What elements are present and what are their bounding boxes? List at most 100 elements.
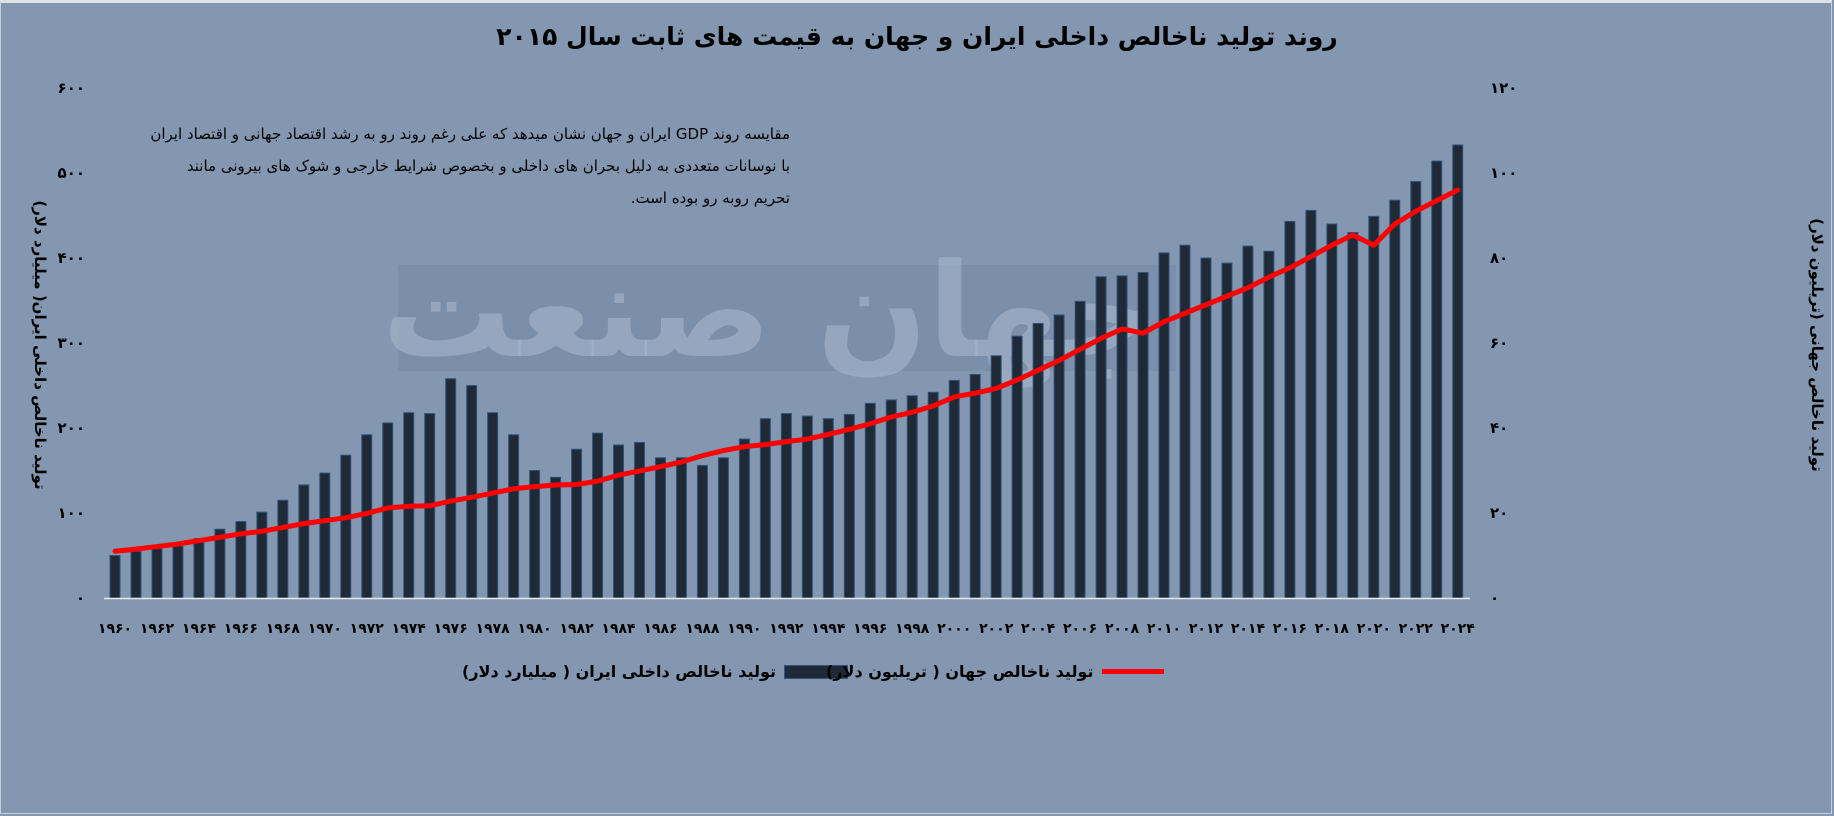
legend-label-iran: تولید ناخالص داخلی ایران ( میلیارد دلار) [462,662,777,681]
x-tick-label: ۱۹۸۰ [518,621,552,637]
bar-2021 [1389,199,1401,599]
x-tick-label: ۱۹۸۸ [685,621,720,637]
legend: تولید ناخالص داخلی ایران ( میلیارد دلار)… [0,662,1834,692]
bar-1997 [885,399,897,599]
x-tick-label: ۲۰۱۶ [1273,621,1307,637]
chart-annotation: مقایسه روند GDP ایران و جهان نشان میدهد … [150,125,790,207]
bar-1969 [298,484,310,599]
bar-1981 [550,476,562,599]
y-right-tick-label: ۱۰۰ [1490,164,1517,182]
x-tick-label: ۱۹۹۲ [769,621,804,637]
x-tick-label: ۱۹۷۲ [350,621,385,637]
x-tick-label: ۲۰۰۶ [1063,621,1097,637]
y-right-tick-label: ۸۰ [1490,249,1508,267]
bar-1962 [151,548,163,599]
bar-2016 [1284,220,1296,599]
bar-2023 [1431,160,1443,599]
y-left-tick-label: ۳۰۰ [58,334,85,352]
bar-1967 [256,511,268,599]
bar-1980 [529,470,541,599]
watermark-logo: جهان صنعت [382,235,1176,387]
bar-2009 [1137,271,1149,599]
bar-2020 [1368,215,1380,599]
bar-2011 [1179,244,1191,599]
chart-title: روند تولید ناخالص داخلی ایران و جهان به … [496,22,1338,51]
x-tick-label: ۲۰۲۴ [1441,621,1476,637]
bar-1986 [654,457,666,599]
bar-2022 [1410,181,1422,599]
bar-1976 [445,378,457,599]
legend-bar-swatch [784,664,849,679]
bar-1994 [822,418,834,599]
bar-2014 [1242,245,1254,599]
bar-2001 [969,373,981,599]
legend-label-world: تولید ناخالص جهان ( تریلیون دلار) [826,662,1094,681]
bar-1971 [340,454,352,599]
x-tick-label: ۱۹۸۶ [643,621,677,637]
bar-2004 [1032,322,1044,599]
x-tick-label: ۲۰۱۴ [1231,621,1266,637]
x-tick-label: ۱۹۸۲ [559,621,594,637]
x-tick-label: ۱۹۶۰ [98,621,132,637]
bar-1984 [613,444,625,599]
bar-2024 [1452,144,1464,599]
legend-item-world: تولید ناخالص جهان ( تریلیون دلار) [826,662,1164,681]
x-tick-label: ۱۹۷۶ [434,621,468,637]
bar-1970 [319,472,331,599]
bar-2003 [1011,335,1023,599]
bar-1989 [717,457,729,599]
bar-1985 [634,441,645,599]
bar-2000 [948,379,960,599]
bar-2010 [1158,252,1170,599]
bar-2018 [1326,223,1338,599]
bar-1996 [864,402,876,599]
y-left-tick-label: ۵۰۰ [58,164,85,182]
bar-1978 [487,412,499,599]
bar-1964 [193,538,205,599]
legend-line-swatch [1101,669,1164,674]
bar-1960 [109,555,121,599]
legend-item-iran: تولید ناخالص داخلی ایران ( میلیارد دلار) [462,662,849,681]
bar-2019 [1347,232,1359,599]
x-tick-label: ۱۹۹۴ [811,621,846,637]
x-tick-label: ۲۰۲۰ [1357,621,1391,637]
x-tick-label: ۲۰۰۰ [937,621,971,637]
bar-1977 [466,385,478,599]
bar-1987 [675,457,687,599]
x-tick-label: ۱۹۷۴ [392,621,427,637]
y-right-tick-label: ۱۲۰ [1490,79,1517,97]
y-right-tick-label: ۶۰ [1490,334,1508,352]
y-right-tick-label: ۴۰ [1490,419,1508,437]
bar-2017 [1305,209,1317,599]
bar-1993 [801,415,813,599]
y-right-tick-label: ۲۰ [1490,504,1508,522]
y-left-tick-label: ۶۰۰ [58,79,85,97]
x-tick-label: ۲۰۲۲ [1399,621,1434,637]
bar-1988 [696,464,708,599]
bar-1999 [927,391,939,599]
bar-1961 [130,550,142,599]
x-tick-label: ۲۰۰۲ [979,621,1014,637]
x-tick-label: ۱۹۹۶ [853,621,887,637]
bar-1990 [738,438,750,599]
bar-1982 [571,448,583,599]
x-tick-label: ۲۰۱۲ [1189,621,1224,637]
x-tick-label: ۱۹۶۴ [182,621,217,637]
y-right-tick-label: ۰ [1490,589,1499,607]
bar-1963 [172,545,184,599]
y-left-tick-label: ۱۰۰ [58,504,85,522]
x-tick-label: ۱۹۹۸ [895,621,930,637]
y-left-tick-label: ۴۰۰ [58,249,85,267]
watermark-text: جهان صنعت [381,235,1156,387]
x-tick-label: ۲۰۰۸ [1105,621,1140,637]
bar-2015 [1263,250,1275,599]
bar-2012 [1200,257,1212,599]
x-tick-label: ۱۹۶۸ [266,621,301,637]
bar-1983 [592,432,604,599]
bar-2002 [990,355,1002,599]
bar-2007 [1095,276,1107,599]
bar-2008 [1116,275,1128,599]
x-tick-label: ۱۹۶۶ [224,621,258,637]
